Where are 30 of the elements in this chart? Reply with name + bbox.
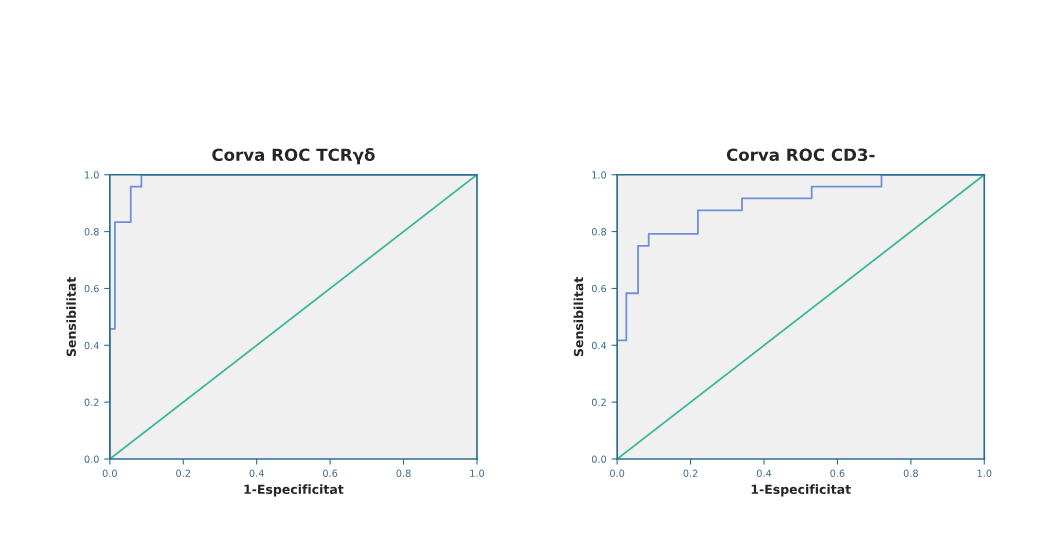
x-tick-label: 0.4 [756,469,772,477]
x-tick-label: 0.0 [610,469,625,477]
x-tick-label: 0.6 [830,469,845,477]
x-tick-label: 1.0 [977,469,992,477]
x-tick-label: 0.6 [323,469,338,477]
y-tick-label: 0.6 [591,284,607,293]
y-tick-label: 0.8 [591,228,607,236]
y-tick-label: 0.2 [84,398,99,406]
y-tick-label: 1.0 [592,171,607,179]
x-tick-label: 0.0 [102,469,117,477]
y-tick-label: 0.4 [591,341,607,350]
y-tick-label: 0.4 [84,341,99,350]
x-tick-label: 0.8 [903,469,918,477]
y-tick-label: 0.0 [84,455,99,463]
x-axis-title: 1-Especificitat [244,484,344,497]
y-axis-title: Sensibilitat [573,277,584,357]
y-tick-label: 0.2 [591,398,606,406]
x-axis-title: 1-Especificitat [751,484,851,497]
chart-title: Corva ROC TCRγδ [212,148,375,165]
x-tick-label: 0.8 [396,469,411,477]
y-tick-label: 0.0 [591,455,607,463]
chart-title: Corva ROC CD3- [726,148,875,162]
x-tick-label: 1.0 [470,469,485,477]
x-tick-label: 0.4 [249,469,264,477]
y-axis-title: Sensibilitat [66,277,76,357]
x-tick-label: 0.2 [683,469,698,477]
y-tick-label: 0.6 [84,284,99,293]
y-tick-label: 0.8 [84,228,99,236]
x-tick-label: 0.2 [176,469,191,477]
y-tick-label: 1.0 [85,171,99,179]
